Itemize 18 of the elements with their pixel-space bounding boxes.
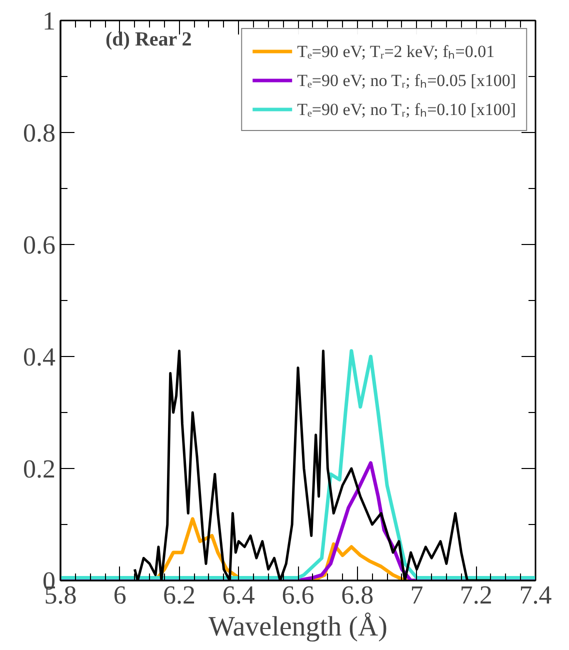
y-tick-label: 1: [42, 6, 56, 36]
y-tick-label: 0.8: [23, 118, 56, 148]
annotation: (d) Rear 2: [106, 28, 192, 50]
x-axis-title: Wavelength (Å): [208, 612, 388, 642]
x-tick-label: 7.2: [460, 580, 492, 610]
y-tick-label: 0.2: [23, 454, 56, 484]
x-tick-label: 6.8: [341, 580, 374, 610]
y-tick-label: 0.4: [23, 342, 56, 372]
x-tick-label: 6.2: [163, 580, 196, 610]
x-tick-label: 6.4: [222, 580, 255, 610]
y-tick-label: 0.6: [23, 230, 56, 260]
x-tick-label: 6.6: [282, 580, 314, 610]
x-tick-label: 7: [410, 580, 424, 610]
legend-label: Tₑ=90 eV; Tᵣ=2 keV; fₕ=0.01: [297, 41, 495, 62]
legend-label: Tₑ=90 eV; no Tᵣ; fₕ=0.10 [x100]: [297, 99, 516, 120]
x-tick-label: 7.4: [519, 580, 552, 610]
x-tick-label: 6: [113, 580, 126, 610]
legend-label: Tₑ=90 eV; no Tᵣ; fₕ=0.05 [x100]: [297, 70, 516, 91]
